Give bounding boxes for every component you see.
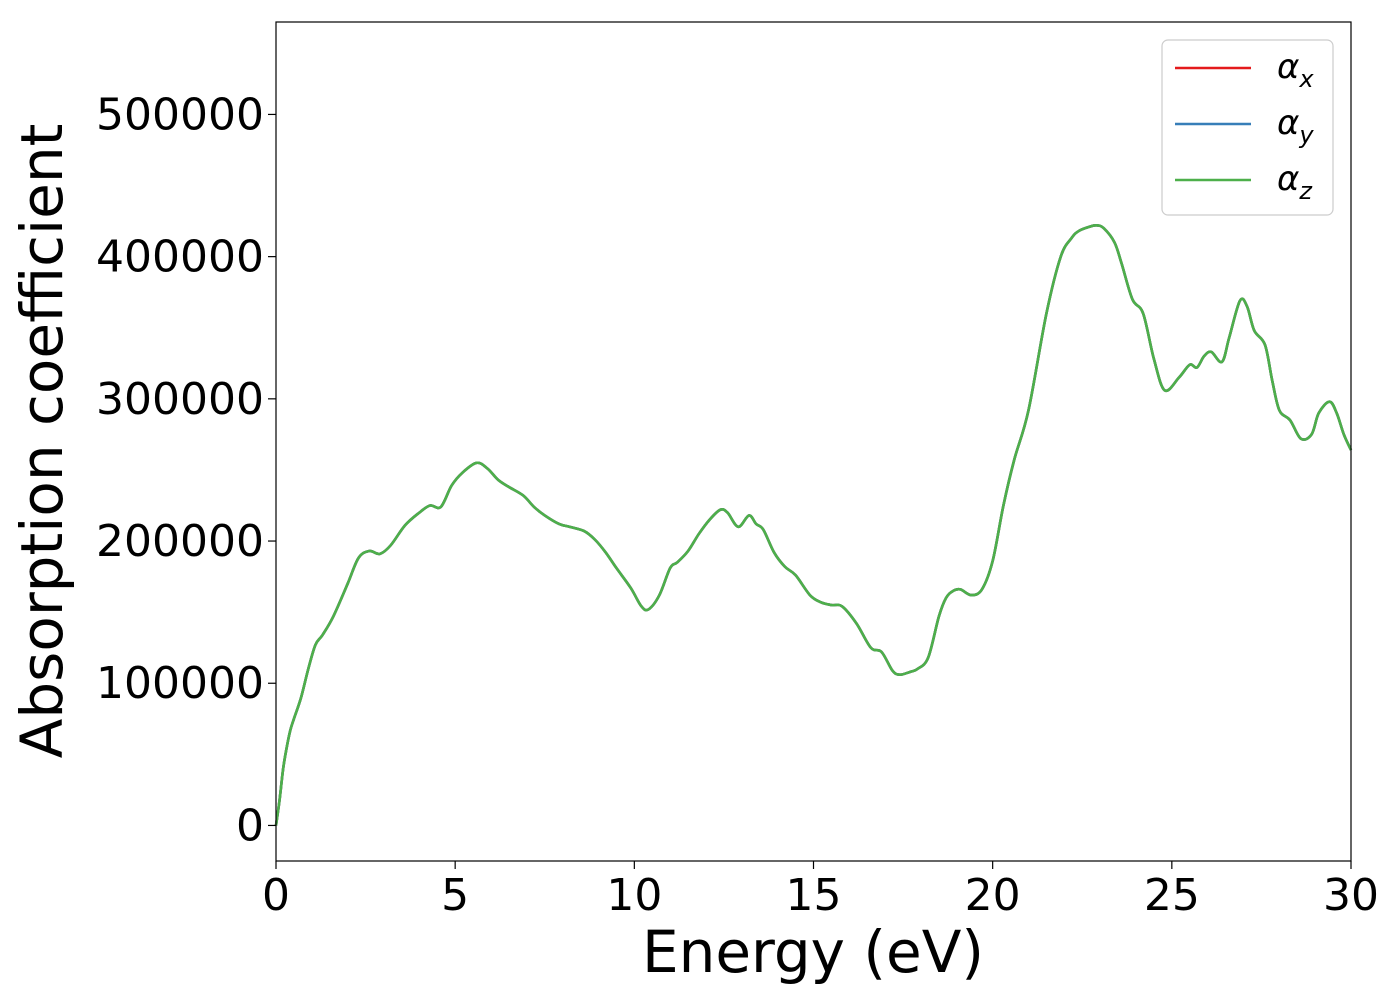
x-tick-label: 15	[786, 870, 842, 921]
series-line-alpha-z	[274, 224, 1353, 826]
x-tick-label: 5	[441, 870, 469, 921]
y-tick-label: 200000	[96, 516, 264, 567]
x-axis-ticks: 0 5 10 15 20 25 30	[262, 861, 1379, 921]
legend-symbol: α	[1277, 47, 1299, 87]
legend-label-alpha-z: αz	[1277, 159, 1313, 205]
x-tick-label: 20	[965, 870, 1021, 921]
x-tick-label: 0	[262, 870, 290, 921]
y-tick-label: 500000	[96, 89, 264, 140]
legend-subscript: z	[1298, 177, 1313, 205]
y-tick-label: 400000	[96, 232, 264, 283]
y-axis-label: Absorption coefficient	[8, 124, 76, 759]
x-axis-label: Energy (eV)	[642, 918, 984, 986]
legend-label-alpha-x: αx	[1277, 47, 1314, 93]
y-axis-ticks: 0 100000 200000 300000 400000 500000	[96, 89, 276, 851]
legend-symbol: α	[1277, 103, 1299, 143]
x-tick-label: 25	[1144, 870, 1200, 921]
y-tick-label: 0	[236, 800, 264, 851]
legend-subscript: y	[1298, 121, 1314, 149]
y-tick-label: 100000	[96, 658, 264, 709]
legend-symbol: α	[1277, 159, 1299, 199]
legend-label-alpha-y: αy	[1277, 103, 1314, 149]
legend-box	[1161, 39, 1334, 216]
x-tick-label: 10	[606, 870, 662, 921]
y-tick-label: 300000	[96, 374, 264, 425]
series-lines	[274, 224, 1353, 826]
x-tick-label: 30	[1323, 870, 1379, 921]
legend-subscript: x	[1298, 65, 1314, 93]
